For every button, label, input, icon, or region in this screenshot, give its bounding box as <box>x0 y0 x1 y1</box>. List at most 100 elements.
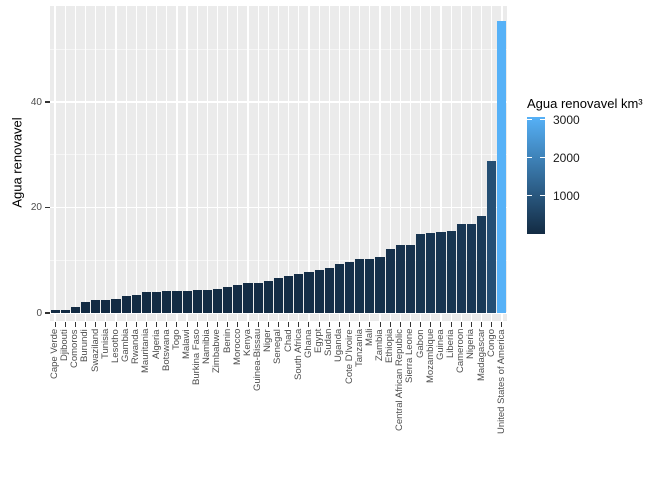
bar-slot-uganda <box>334 6 344 321</box>
x-tick-mark <box>355 322 365 327</box>
gridline-x <box>196 6 198 321</box>
x-label-united-states-of-america: United States of America <box>495 329 507 434</box>
x-tick-mark <box>121 322 131 327</box>
x-tick-mark <box>365 322 375 327</box>
bar-slot-burundi <box>80 6 91 321</box>
gridline-x <box>216 6 219 321</box>
bar-zimbabwe <box>212 289 223 313</box>
gridline-x <box>298 6 300 321</box>
gridline-x <box>348 6 351 321</box>
gridline-x <box>430 6 432 321</box>
x-axis-labels: Cape Verde Djibouti Comoros Burundi Swazilan… <box>49 329 507 459</box>
gridline-x <box>369 6 371 321</box>
bar-ghana <box>304 271 314 313</box>
bar-slot-south-africa <box>294 6 304 321</box>
bar-slot-kenya <box>243 6 253 321</box>
bar-slot-djibouti <box>60 6 70 321</box>
bar-slot-sierra-leone <box>405 6 416 321</box>
x-tick-mark <box>141 322 151 327</box>
gridline-x <box>399 6 401 321</box>
gridline-x <box>84 6 87 321</box>
bar-guinea-bissau <box>253 283 263 313</box>
bar-slot-zimbabwe <box>212 6 223 321</box>
bar-slot-mauritania <box>141 6 152 321</box>
bar-uganda <box>334 263 344 313</box>
bar-burkina-faso <box>192 289 202 313</box>
x-tick-mark <box>304 322 314 327</box>
bar-slot-nigeria <box>466 6 477 321</box>
bar-slot-lesotho <box>111 6 121 321</box>
x-label-mauritania: Mauritania <box>140 329 152 374</box>
gridline-x <box>227 6 229 321</box>
bar-slot-rwanda <box>131 6 141 321</box>
x-tick-mark <box>466 322 476 327</box>
bar-comoros <box>70 306 80 313</box>
x-tick-mark <box>294 322 304 327</box>
x-label-zimbabwe: Zimbabwe <box>211 329 223 373</box>
bar-slot-united-states-of-america <box>497 6 507 321</box>
bar-chad <box>284 275 294 313</box>
bar-slot-liberia <box>446 6 456 321</box>
bar-rwanda <box>131 295 141 313</box>
gridline-x <box>420 6 422 321</box>
x-tick-mark <box>477 322 487 327</box>
legend-tick-mark <box>540 119 545 121</box>
x-label-senegal: Senegal <box>272 329 284 364</box>
x-tick-mark <box>50 322 60 327</box>
y-tick-label-40: 40 <box>30 96 42 108</box>
gridline-x <box>145 6 148 321</box>
gridline-x <box>440 6 442 321</box>
bar-slot-swaziland <box>91 6 101 321</box>
bar-slot-togo <box>172 6 182 321</box>
bar-slot-tanzania <box>355 6 365 321</box>
x-label-nigeria: Nigeria <box>465 329 477 360</box>
gridline-x <box>95 6 97 321</box>
bar-slot-ghana <box>304 6 314 321</box>
bar-algeria <box>152 291 162 313</box>
bar-tunisia <box>101 300 111 313</box>
bar-slot-mozambique <box>426 6 436 321</box>
gridline-x <box>359 6 361 321</box>
bars-layer <box>50 6 507 321</box>
bar-slot-madagascar <box>477 6 487 321</box>
x-tick-mark <box>243 322 253 327</box>
bar-slot-central-african-republic <box>395 6 405 321</box>
legend-colorbar <box>527 117 545 234</box>
x-label-uganda: Uganda <box>333 329 345 363</box>
bar-liberia <box>446 230 456 313</box>
bar-gabon <box>416 234 426 313</box>
bar-cote-d-ivoire <box>345 261 355 313</box>
bar-slot-sudan <box>324 6 334 321</box>
bar-nigeria <box>466 223 477 313</box>
bar-burundi <box>80 302 91 313</box>
x-tick-mark <box>80 322 90 327</box>
x-tick-mark <box>345 322 355 327</box>
gridline-x <box>125 6 127 321</box>
gridline-x <box>135 6 137 321</box>
gridline-x <box>318 6 320 321</box>
gridline-x <box>450 6 452 321</box>
gridline-x <box>470 6 473 321</box>
gridline-x <box>105 6 107 321</box>
x-tick-mark <box>111 322 121 327</box>
gridline-x <box>74 6 76 321</box>
x-tick-mark <box>233 322 243 327</box>
bar-kenya <box>243 283 253 313</box>
x-tick-mark <box>182 322 192 327</box>
bar-lesotho <box>111 298 121 313</box>
y-tick-mark <box>45 312 50 314</box>
x-label-burundi: Burundi <box>79 329 91 362</box>
legend-title: Agua renovavel km³ <box>527 96 643 111</box>
gridline-x <box>267 6 269 321</box>
bar-mali <box>365 258 375 313</box>
x-tick-mark <box>375 322 385 327</box>
gridline-x <box>206 6 208 321</box>
legend-tick-mark <box>540 195 545 197</box>
x-tick-mark <box>385 322 395 327</box>
legend: Agua renovavel km³ 3000 2000 1000 <box>527 96 672 256</box>
bar-slot-guinea <box>436 6 446 321</box>
bar-madagascar <box>477 216 487 313</box>
x-tick-mark <box>405 322 415 327</box>
x-tick-mark <box>436 322 446 327</box>
